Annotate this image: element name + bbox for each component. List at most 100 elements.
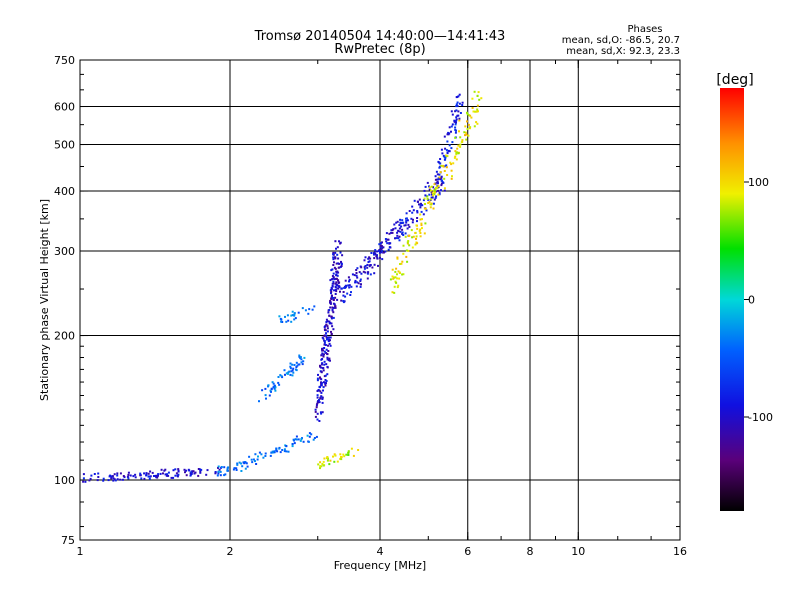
data-point	[400, 262, 403, 265]
data-point	[325, 323, 328, 326]
data-point	[335, 288, 337, 291]
data-point	[458, 93, 461, 96]
y-tick-label: 300	[54, 245, 75, 258]
data-point	[431, 196, 434, 199]
data-point	[371, 266, 374, 269]
data-point	[456, 114, 459, 117]
data-point	[277, 381, 280, 384]
data-point	[329, 302, 332, 305]
data-point	[283, 450, 286, 453]
data-point	[440, 148, 443, 151]
data-point	[437, 182, 439, 185]
data-point	[351, 273, 354, 276]
data-point	[368, 260, 371, 263]
data-point	[322, 386, 325, 389]
data-point	[332, 276, 335, 279]
data-point	[457, 144, 460, 147]
data-point	[419, 204, 422, 207]
data-point	[241, 465, 244, 468]
data-point	[291, 363, 294, 366]
data-point	[328, 463, 331, 466]
phase-stats-o: mean, sd,O: -86.5, 20.7	[562, 35, 680, 46]
data-point	[193, 472, 196, 475]
data-point	[291, 369, 294, 372]
data-point	[107, 479, 110, 482]
data-point	[467, 114, 470, 117]
data-point	[167, 471, 170, 474]
data-point	[424, 185, 427, 188]
series-o-trace-rise	[216, 432, 318, 477]
data-point	[434, 196, 437, 199]
data-point	[334, 240, 337, 243]
data-point	[441, 179, 443, 182]
data-point	[458, 119, 461, 122]
data-point	[416, 220, 418, 223]
data-point	[332, 328, 335, 331]
data-point	[302, 440, 305, 443]
data-point	[199, 468, 201, 471]
data-point	[470, 116, 473, 119]
data-point	[424, 203, 426, 205]
data-point	[116, 478, 119, 481]
data-point	[388, 232, 391, 235]
data-point	[453, 119, 456, 122]
data-point	[476, 104, 479, 107]
data-point	[220, 466, 223, 468]
data-point	[299, 439, 302, 442]
data-point	[436, 180, 439, 183]
data-point	[440, 182, 443, 185]
data-point	[290, 320, 293, 323]
data-point	[424, 207, 427, 210]
data-point	[143, 472, 146, 475]
data-point	[368, 256, 371, 259]
data-point	[319, 411, 322, 414]
data-point	[420, 224, 423, 227]
data-point	[323, 326, 326, 328]
data-point	[420, 210, 423, 213]
data-point	[418, 203, 420, 206]
data-point	[360, 272, 363, 275]
data-point	[323, 350, 326, 353]
data-point	[197, 468, 200, 470]
data-point	[316, 377, 319, 380]
data-point	[473, 90, 476, 93]
data-point	[314, 415, 317, 418]
x-tick-label: 10	[571, 545, 585, 558]
plot-frame	[79, 59, 681, 541]
data-point	[274, 386, 277, 389]
data-point	[435, 186, 438, 189]
data-point	[401, 260, 404, 263]
data-point	[332, 277, 334, 280]
data-point	[319, 465, 322, 468]
data-point	[438, 162, 441, 165]
data-point	[316, 412, 319, 415]
data-point	[113, 478, 116, 481]
data-point	[406, 241, 409, 244]
data-point	[408, 244, 411, 247]
data-point	[381, 247, 384, 250]
data-point	[317, 373, 319, 376]
data-point	[166, 473, 169, 476]
data-point	[440, 189, 442, 192]
data-point	[284, 444, 287, 447]
data-point	[289, 362, 292, 365]
data-point	[278, 315, 281, 318]
data-point	[328, 309, 331, 311]
data-point	[273, 387, 276, 390]
data-point	[317, 463, 320, 466]
data-point	[260, 453, 263, 456]
data-point	[463, 131, 466, 134]
data-point	[330, 317, 333, 320]
data-point	[363, 267, 366, 270]
data-point	[449, 161, 452, 164]
data-point	[348, 280, 350, 283]
data-point	[450, 147, 453, 150]
data-point	[393, 223, 396, 226]
data-point	[419, 228, 422, 231]
data-point	[399, 230, 402, 233]
data-point	[444, 147, 447, 150]
data-point	[424, 222, 427, 225]
data-point	[459, 143, 462, 146]
data-point	[469, 114, 472, 117]
data-point	[456, 147, 459, 150]
